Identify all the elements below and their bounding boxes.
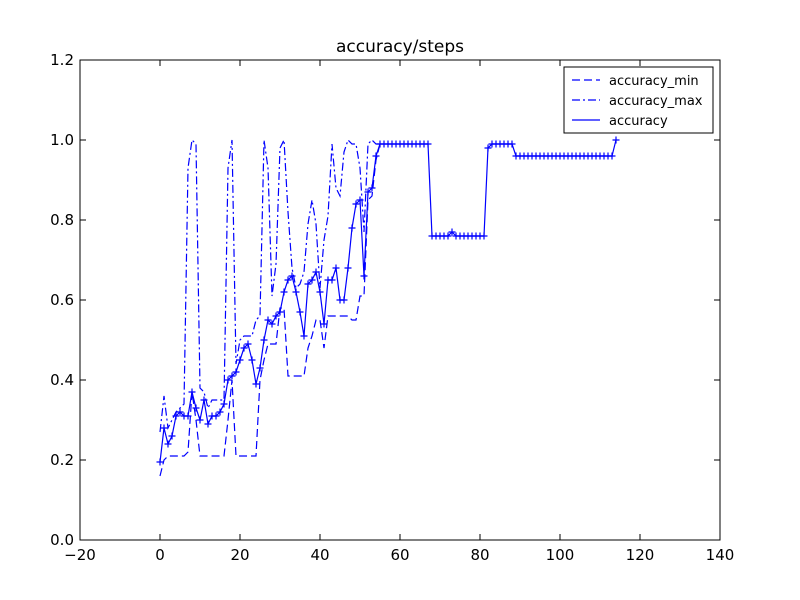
data-point-marker xyxy=(248,356,256,364)
x-tick-label: 40 xyxy=(310,546,329,564)
data-point-marker xyxy=(484,144,492,152)
x-tick-label: 20 xyxy=(230,546,249,564)
data-point-marker xyxy=(300,332,308,340)
y-tick-label: 0.4 xyxy=(50,371,74,389)
data-point-marker xyxy=(308,276,316,284)
y-tick-label: 1.2 xyxy=(50,51,74,69)
data-point-marker xyxy=(448,228,456,236)
axes: −20 0 20 40 60 80 100 120 140 0.0 0.2 0.4 0.6 0.8 1.0 1… xyxy=(50,51,734,564)
data-point-marker xyxy=(360,272,368,280)
data-point-marker xyxy=(224,376,232,384)
data-point-marker xyxy=(212,412,220,420)
data-point-marker xyxy=(332,264,340,272)
y-tick-label: 0.2 xyxy=(50,451,74,469)
data-point-marker xyxy=(304,280,312,288)
data-point-marker xyxy=(236,356,244,364)
data-point-marker xyxy=(608,152,616,160)
data-point-marker xyxy=(340,296,348,304)
y-tick-label: 1.0 xyxy=(50,131,74,149)
data-point-marker xyxy=(312,268,320,276)
data-point-marker xyxy=(352,200,360,208)
legend-label-accuracy-min: accuracy_min xyxy=(609,74,699,89)
legend-label-accuracy: accuracy xyxy=(609,114,668,129)
data-point-marker xyxy=(368,184,376,192)
series-line-accuracy-min xyxy=(159,143,381,477)
data-point-marker xyxy=(164,440,172,448)
data-point-marker xyxy=(188,388,196,396)
data-point-marker xyxy=(276,308,284,316)
chart-title: accuracy/steps xyxy=(336,37,464,57)
x-tick-label: 80 xyxy=(470,546,489,564)
data-point-marker xyxy=(220,400,228,408)
x-tick-label: −20 xyxy=(64,546,96,564)
x-tick-label: 120 xyxy=(626,546,655,564)
data-point-marker xyxy=(172,412,180,420)
x-tick-label: 0 xyxy=(155,546,165,564)
x-tick-label: 140 xyxy=(706,546,735,564)
data-point-marker xyxy=(200,396,208,404)
data-point-marker xyxy=(280,288,288,296)
data-point-marker xyxy=(424,140,432,148)
data-point-marker xyxy=(160,424,168,432)
data-point-marker xyxy=(320,320,328,328)
data-point-marker xyxy=(508,140,516,148)
data-point-marker xyxy=(168,432,176,440)
data-point-marker xyxy=(184,412,192,420)
data-point-marker xyxy=(344,264,352,272)
data-point-marker xyxy=(264,316,272,324)
data-point-marker xyxy=(256,364,264,372)
series-line-accuracy-max xyxy=(159,137,380,433)
y-tick-label: 0.6 xyxy=(50,291,74,309)
legend: accuracy_min accuracy_max accuracy xyxy=(563,66,714,134)
y-tick-label: 0.8 xyxy=(50,211,74,229)
x-tick-label: 100 xyxy=(546,546,575,564)
data-point-marker xyxy=(196,416,204,424)
data-point-marker xyxy=(372,152,380,160)
data-point-marker xyxy=(268,320,276,328)
plot-area xyxy=(156,136,620,477)
data-point-marker xyxy=(232,368,240,376)
data-point-marker xyxy=(244,340,252,348)
data-point-marker xyxy=(260,336,268,344)
data-point-marker xyxy=(240,344,248,352)
data-point-marker xyxy=(328,276,336,284)
data-point-marker xyxy=(156,458,164,466)
data-point-marker xyxy=(272,312,280,320)
data-point-marker xyxy=(348,224,356,232)
legend-label-accuracy-max: accuracy_max xyxy=(609,94,703,109)
data-point-marker xyxy=(288,272,296,280)
data-point-marker xyxy=(356,196,364,204)
data-point-marker xyxy=(612,136,620,144)
data-point-marker xyxy=(364,188,372,196)
data-point-marker xyxy=(204,420,212,428)
data-point-marker xyxy=(192,404,200,412)
data-point-marker xyxy=(228,372,236,380)
data-point-marker xyxy=(296,308,304,316)
data-point-marker xyxy=(292,288,300,296)
data-point-marker xyxy=(216,408,224,416)
y-tick-label: 0.0 xyxy=(50,531,74,549)
data-point-marker xyxy=(284,276,292,284)
data-point-marker xyxy=(480,232,488,240)
data-point-marker xyxy=(252,380,260,388)
x-tick-label: 60 xyxy=(390,546,409,564)
data-point-marker xyxy=(444,232,452,240)
data-point-marker xyxy=(316,288,324,296)
data-point-marker xyxy=(176,408,184,416)
